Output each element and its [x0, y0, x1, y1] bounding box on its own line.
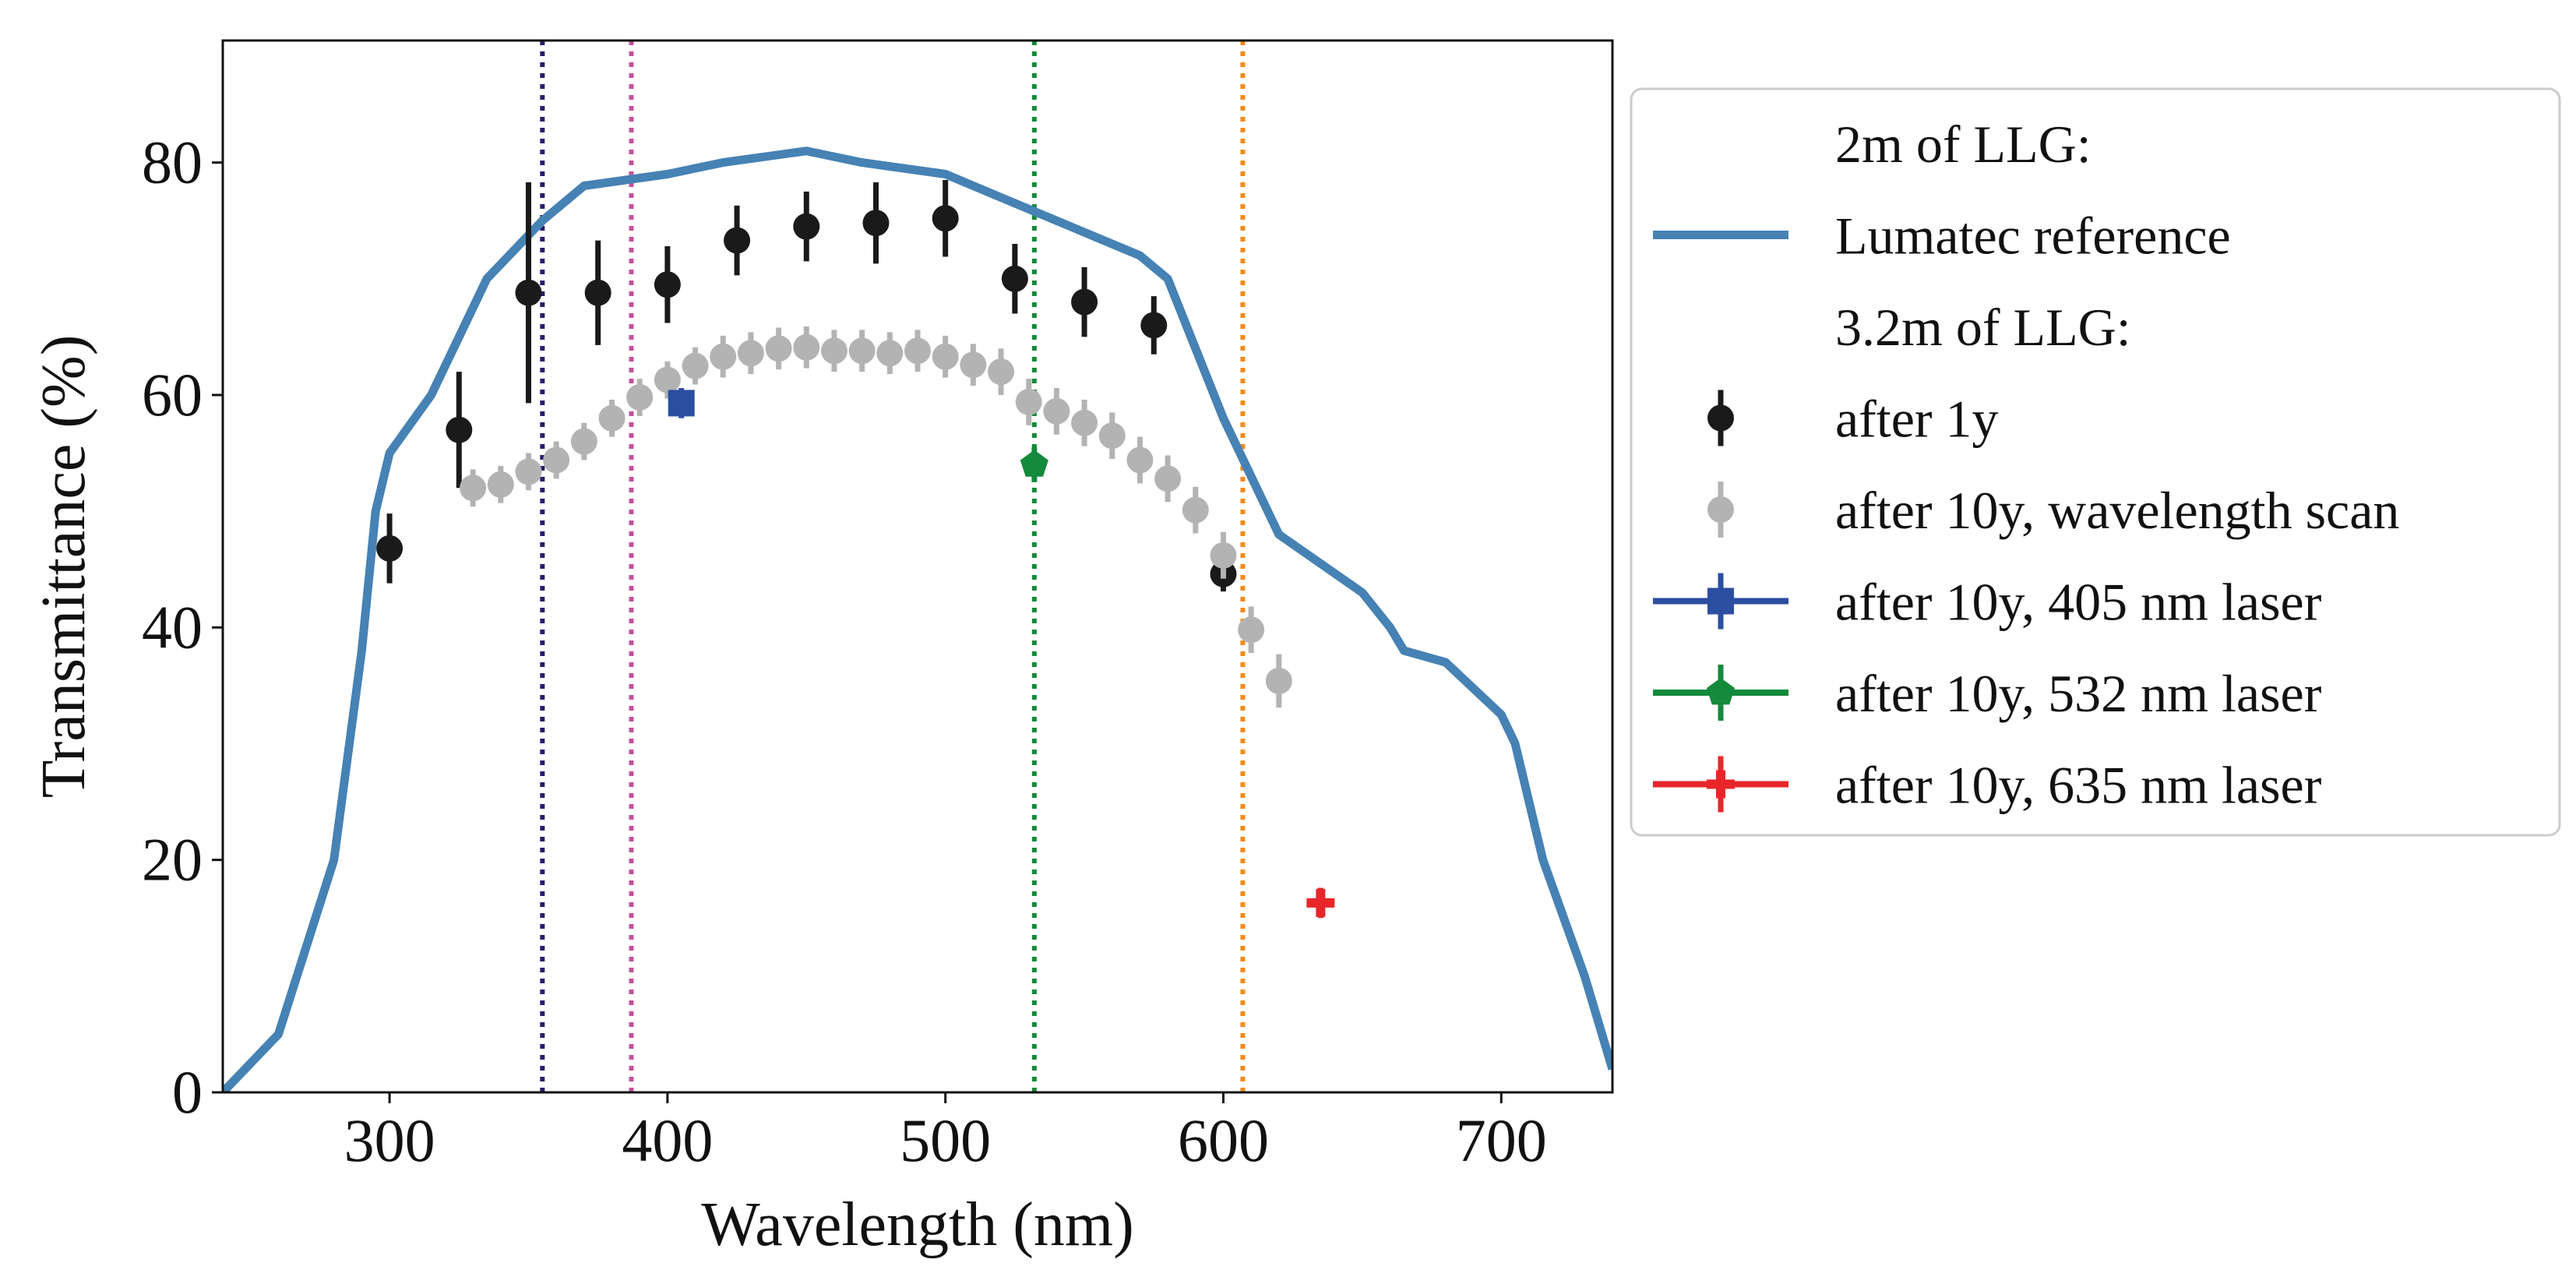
plot-inner	[223, 41, 1612, 1092]
x-tick-label-500: 500	[900, 1106, 991, 1174]
x-tick-label-600: 600	[1178, 1106, 1269, 1174]
legend-box	[1630, 87, 2561, 837]
point-after-10y-wavelength-scan-440	[765, 335, 792, 362]
point-after-10y-wavelength-scan-360	[543, 446, 570, 474]
point-after-10y-wavelength-scan-480	[876, 340, 904, 367]
line-lumatec-reference	[223, 146, 1612, 1092]
plot-area	[223, 41, 1612, 1092]
point-after-10y-wavelength-scan-580	[1154, 465, 1182, 492]
point-after-10y-wavelength-scan-500	[932, 343, 959, 370]
point-after-1y-350	[515, 279, 542, 306]
point-after-10y-wavelength-scan-380	[598, 404, 625, 432]
legend-handle-marker-after-10y-635-nm-laser-v	[1716, 770, 1725, 799]
axes: 300 400 500 600 700 0 20 40 60 80 Wavelength (nm) T…	[30, 39, 1614, 1259]
y-tick-label-40: 40	[142, 593, 203, 661]
point-after-10y-wavelength-scan-400	[654, 366, 681, 393]
legend-header-0: 2m of LLG:	[1835, 115, 2091, 174]
point-after-1y-325	[446, 416, 473, 443]
point-after-10y-405-nm-laser-405	[668, 390, 695, 417]
point-after-10y-wavelength-scan-600	[1210, 542, 1237, 569]
y-axis-label: Transmittance (%)	[30, 335, 98, 799]
legend-label-after-10y-635-nm-laser: after 10y, 635 nm laser	[1835, 756, 2322, 815]
point-after-10y-wavelength-scan-460	[820, 337, 848, 365]
point-after-10y-wavelength-scan-410	[682, 352, 709, 379]
series-lumatec-reference	[223, 146, 1612, 1092]
point-after-10y-wavelength-scan-350	[515, 458, 542, 485]
y-tick-label-20: 20	[142, 826, 203, 894]
point-after-10y-wavelength-scan-340	[487, 471, 514, 498]
y-tick-label-60: 60	[142, 361, 203, 429]
plot-frame	[221, 39, 1614, 1094]
point-after-10y-wavelength-scan-430	[737, 340, 764, 367]
legend-label-after-10y-405-nm-laser: after 10y, 405 nm laser	[1835, 573, 2322, 632]
point-after-1y-550	[1071, 288, 1098, 316]
legend-label-lumatec-reference: Lumatec reference	[1835, 206, 2231, 266]
point-after-10y-635-nm-laser-635-v	[1316, 888, 1326, 917]
series-after-10y-635-nm-laser	[1306, 887, 1335, 919]
legend-handle-marker-after-10y-wavelength-scan	[1707, 496, 1734, 523]
point-after-10y-wavelength-scan-490	[904, 337, 931, 365]
legend-handle-marker-after-1y	[1707, 404, 1734, 432]
point-after-10y-wavelength-scan-420	[710, 343, 737, 370]
point-after-1y-450	[793, 213, 820, 240]
series-after-1y	[376, 180, 1237, 592]
point-after-10y-wavelength-scan-520	[988, 358, 1015, 386]
point-after-10y-wavelength-scan-370	[570, 428, 597, 455]
point-after-10y-wavelength-scan-390	[626, 383, 654, 411]
point-after-10y-wavelength-scan-530	[1015, 388, 1042, 415]
point-after-1y-300	[376, 534, 403, 562]
point-after-1y-400	[654, 271, 681, 298]
point-after-10y-wavelength-scan-450	[793, 333, 820, 361]
point-after-1y-475	[862, 210, 890, 237]
point-after-10y-wavelength-scan-470	[848, 337, 876, 365]
point-after-1y-425	[724, 227, 751, 254]
legend-label-after-10y-532-nm-laser: after 10y, 532 nm laser	[1835, 664, 2322, 723]
point-after-10y-wavelength-scan-550	[1071, 409, 1098, 436]
point-after-10y-wavelength-scan-610	[1238, 616, 1265, 644]
y-tick-label-0: 0	[172, 1058, 203, 1126]
legend: 2m of LLG: Lumatec reference 3.2m of LLG: a…	[1630, 87, 2561, 837]
point-after-1y-375	[584, 279, 611, 306]
x-tick-label-400: 400	[622, 1106, 713, 1174]
point-after-10y-wavelength-scan-510	[960, 351, 987, 379]
legend-handle-marker-after-10y-532-nm-laser	[1706, 678, 1736, 705]
x-tick-label-300: 300	[344, 1106, 435, 1174]
point-after-10y-wavelength-scan-590	[1182, 496, 1209, 524]
legend-handle-marker-after-10y-405-nm-laser	[1707, 587, 1734, 615]
point-after-10y-wavelength-scan-540	[1043, 397, 1070, 425]
point-after-1y-525	[1001, 265, 1028, 292]
point-after-10y-532-nm-laser-532	[1020, 450, 1048, 477]
point-after-10y-wavelength-scan-570	[1126, 446, 1154, 474]
y-tick-label-80: 80	[142, 129, 203, 196]
x-tick-label-700: 700	[1456, 1106, 1547, 1174]
series-after-10y-532-nm-laser	[1020, 447, 1048, 482]
legend-label-after-10y-wavelength-scan: after 10y, wavelength scan	[1835, 481, 2399, 540]
point-after-1y-500	[932, 205, 959, 232]
series-after-10y-405-nm-laser	[668, 388, 695, 418]
legend-header-2: 3.2m of LLG:	[1835, 298, 2131, 357]
point-after-1y-575	[1140, 312, 1168, 339]
point-after-10y-wavelength-scan-560	[1098, 422, 1126, 450]
legend-label-after-1y: after 1y	[1835, 390, 1999, 449]
x-axis-label: Wavelength (nm)	[701, 1191, 1134, 1259]
series-after-10y-wavelength-scan	[460, 326, 1292, 708]
point-after-10y-wavelength-scan-330	[460, 474, 487, 502]
point-after-10y-wavelength-scan-620	[1265, 667, 1292, 694]
